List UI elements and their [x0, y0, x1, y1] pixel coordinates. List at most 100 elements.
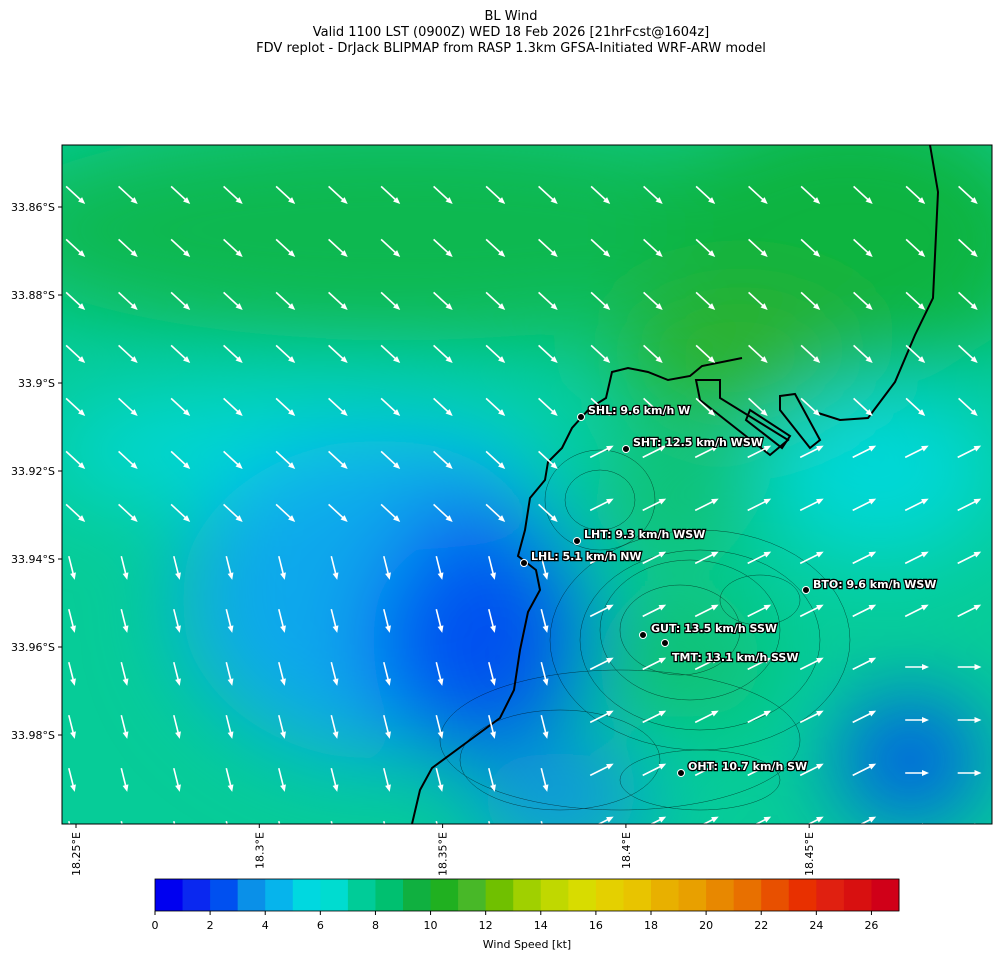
wind-arrow-head	[437, 784, 444, 792]
wind-arrow-head	[175, 572, 181, 580]
wind-arrow-head	[974, 664, 982, 670]
wind-arrow-head	[543, 837, 549, 845]
wind-arrow-head	[708, 197, 716, 205]
wind-arrow-head	[78, 250, 86, 258]
wind-arrow-head	[606, 604, 614, 611]
wind-arrow-head	[921, 445, 929, 452]
lon-label: 18.3°E	[253, 832, 266, 869]
axes: 33.86°S 33.88°S 33.9°S 33.92°S 33.94°S 33.96°…	[11, 201, 816, 876]
colorbar-tick-label: 8	[372, 919, 379, 932]
wind-arrow-head	[658, 816, 667, 823]
wind-arrow-head	[711, 657, 719, 664]
colorbar-tick-label: 24	[809, 919, 823, 932]
colorbar-swatch	[265, 879, 294, 911]
wind-arrow-head	[542, 678, 549, 686]
wind-arrow-head	[123, 837, 129, 845]
colorbar-swatch	[182, 879, 211, 911]
wind-arrow-head	[70, 678, 76, 686]
colorbar-swatch	[237, 879, 266, 911]
wind-arrow-head	[498, 197, 506, 205]
wind-arrow-head	[550, 462, 558, 470]
lon-label: 18.35°E	[437, 832, 450, 876]
wind-arrow-head	[763, 551, 772, 558]
title-line: BL Wind	[485, 9, 538, 24]
wind-arrow-head	[763, 498, 772, 505]
wind-arrow-head	[385, 837, 391, 845]
wind-arrow-head	[550, 515, 558, 523]
wind-arrow-head	[235, 515, 243, 523]
wind-arrow-head	[437, 678, 444, 686]
wind-arrow-head	[711, 498, 719, 505]
colorbar-tick-label: 16	[589, 919, 603, 932]
wind-arrow-head	[437, 625, 444, 633]
station-dot	[577, 413, 585, 421]
wind-arrow-head	[760, 197, 768, 205]
wind-arrow-head	[183, 515, 191, 523]
wind-arrow-head	[655, 303, 663, 311]
colorbar-swatch	[788, 879, 817, 911]
wind-arrow-head	[393, 303, 401, 311]
wind-arrow-head	[603, 356, 611, 364]
wind-arrow-head	[393, 515, 401, 523]
wind-arrow-head	[340, 356, 348, 364]
wind-arrow-head	[655, 197, 663, 205]
wind-arrow-head	[393, 250, 401, 258]
wind-arrow-head	[78, 409, 86, 417]
colorbar-swatch	[292, 879, 321, 911]
wind-arrow-head	[973, 604, 982, 611]
wind-arrow-head	[708, 303, 716, 311]
wind-arrow-head	[490, 837, 496, 845]
wind-arrow-head	[490, 784, 496, 792]
wind-arrow-head	[973, 445, 982, 452]
wind-arrow-head	[235, 303, 243, 311]
colorbar-tick-label: 0	[152, 919, 159, 932]
wind-arrow-head	[921, 604, 929, 611]
wind-arrow-head	[235, 356, 243, 364]
wind-arrow-head	[175, 784, 181, 792]
wind-arrow-head	[437, 731, 444, 739]
wind-arrow-head	[763, 763, 772, 770]
wind-arrow-head	[865, 250, 873, 258]
wind-arrow-head	[490, 678, 496, 686]
wind-arrow-head	[288, 356, 296, 364]
wind-arrow-head	[280, 784, 286, 792]
wind-arrow-head	[606, 445, 614, 452]
colorbar-swatch	[843, 879, 872, 911]
colorbar-swatch	[706, 879, 735, 911]
wind-arrow-head	[813, 409, 821, 417]
wind-arrow-head	[130, 462, 138, 470]
lat-label: 33.86°S	[11, 201, 55, 214]
wind-arrow-head	[445, 515, 453, 523]
wind-arrow-head	[760, 303, 768, 311]
wind-arrow-head	[760, 250, 768, 258]
colorbar-swatch	[155, 879, 184, 911]
wind-arrow-head	[763, 445, 772, 452]
wind-arrow-head	[70, 784, 76, 792]
wind-arrow-head	[288, 515, 296, 523]
wind-arrow-head	[974, 770, 982, 776]
wind-arrow-head	[280, 625, 286, 633]
wind-arrow-head	[122, 784, 129, 792]
lat-label: 33.94°S	[11, 553, 55, 566]
colorbar-swatch	[733, 879, 762, 911]
title-line: Valid 1100 LST (0900Z) WED 18 Feb 2026 […	[313, 25, 709, 40]
wind-arrow-head	[973, 498, 982, 505]
wind-arrow-head	[865, 303, 873, 311]
station-dot	[520, 559, 528, 567]
wind-arrow-head	[658, 763, 667, 770]
colorbar-swatch	[403, 879, 432, 911]
wind-arrow-head	[918, 250, 926, 258]
wind-arrow-head	[550, 409, 558, 417]
colorbar-swatch	[458, 879, 487, 911]
wind-arrow-head	[816, 498, 824, 505]
wind-arrow-head	[340, 197, 348, 205]
colorbar-swatch	[761, 879, 790, 911]
wind-arrow-head	[813, 356, 821, 364]
wind-arrow-head	[655, 356, 663, 364]
wind-arrow-head	[227, 678, 234, 686]
station-dot	[661, 639, 669, 647]
wind-arrow-head	[340, 462, 348, 470]
colorbar-tick-label: 26	[864, 919, 878, 932]
wind-arrow-head	[868, 710, 877, 717]
wind-arrow-head	[332, 572, 339, 580]
